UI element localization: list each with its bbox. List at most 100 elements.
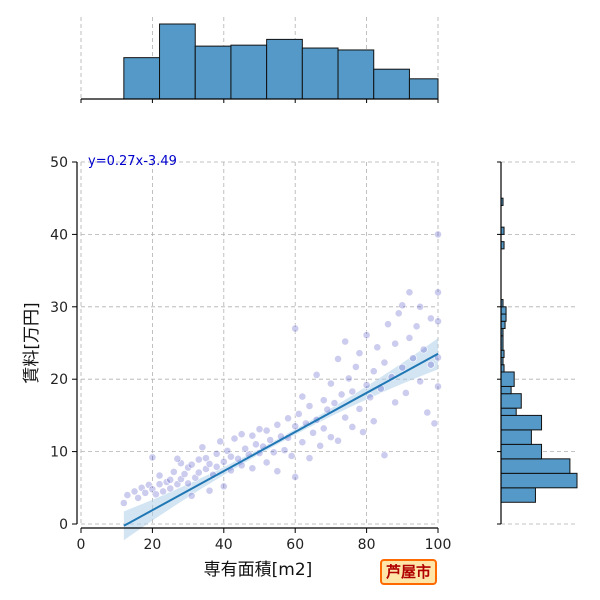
- x-tick-label: 40: [215, 537, 233, 553]
- scatter-point: [205, 460, 214, 468]
- scatter-point: [326, 379, 335, 388]
- scatter-point: [398, 363, 407, 372]
- scatter-point: [173, 454, 182, 463]
- scatter-point: [141, 488, 150, 497]
- y-hist-bar: [500, 313, 507, 322]
- scatter-point: [434, 230, 442, 239]
- scatter-point: [369, 367, 378, 376]
- scatter-point: [287, 452, 296, 460]
- x-hist-bar: [301, 47, 339, 100]
- scatter-point: [148, 453, 157, 462]
- scatter-point: [323, 405, 332, 414]
- scatter-point: [391, 339, 400, 348]
- x-hist-bar: [159, 23, 196, 100]
- scatter-point: [291, 473, 300, 481]
- scatter-point: [219, 457, 228, 466]
- scatter-point: [230, 434, 239, 443]
- scatter-point: [130, 487, 139, 496]
- scatter-point: [198, 443, 207, 452]
- y-tick-label: 50: [50, 155, 68, 171]
- x-tick-label: 80: [358, 537, 376, 553]
- scatter-point: [134, 494, 143, 502]
- scatter-point: [194, 455, 203, 464]
- scatter-point: [305, 454, 314, 463]
- scatter-point: [380, 451, 389, 460]
- scatter-point: [237, 430, 246, 439]
- right-y-histogram: [497, 161, 578, 525]
- regression-line-layer: [123, 352, 439, 527]
- scatter-point: [262, 458, 271, 467]
- scatter-point: [152, 490, 160, 499]
- scatter-point: [359, 428, 367, 436]
- x-tick-label: 0: [77, 537, 86, 553]
- scatter-point: [166, 484, 175, 493]
- y-hist-bar: [500, 487, 536, 503]
- scatter-point: [298, 392, 307, 401]
- axes: 0 20 40 60 80 100 0 10 20 30 40 50: [50, 155, 451, 553]
- y-hist-bar: [500, 371, 515, 387]
- scatter-point: [312, 370, 321, 379]
- scatter-point: [123, 491, 132, 499]
- scatter-point: [337, 390, 346, 399]
- scatter-point: [155, 480, 164, 489]
- regression-equation: y=0.27x-3.49: [88, 154, 177, 169]
- scatter-point: [291, 422, 300, 431]
- scatter-point: [355, 349, 364, 358]
- scatter-point: [348, 423, 357, 431]
- scatter-point: [380, 358, 389, 367]
- scatter-point: [219, 482, 228, 491]
- scatter-point: [255, 425, 264, 434]
- y-tick-label: 30: [50, 300, 68, 316]
- scatter-point: [366, 393, 375, 402]
- scatter-point: [341, 413, 350, 422]
- y-tick-label: 40: [50, 227, 68, 243]
- scatter-point: [155, 471, 164, 480]
- scatter-point: [266, 436, 275, 444]
- y-hist-bar: [500, 458, 571, 474]
- scatter-point: [248, 464, 257, 473]
- scatter-point: [369, 417, 378, 426]
- scatter-point: [355, 404, 364, 413]
- y-tick-label: 0: [59, 517, 68, 533]
- scatter-point: [330, 399, 339, 407]
- y-hist-bar: [500, 414, 543, 431]
- x-hist-bar: [266, 38, 303, 100]
- scatter-point: [298, 438, 307, 447]
- scatter-point: [169, 467, 178, 476]
- scatter-points: [119, 230, 442, 507]
- scatter-point: [362, 331, 371, 339]
- y-hist-bar: [500, 385, 512, 395]
- x-axis-label: 専有面積[m2]: [204, 560, 313, 580]
- scatter-point: [426, 314, 435, 323]
- top-x-histogram: [80, 23, 439, 103]
- scatter-point: [119, 499, 128, 507]
- y-hist-bar: [500, 306, 507, 315]
- y-hist-bar: [500, 393, 522, 409]
- y-hist-bar: [500, 429, 532, 445]
- scatter-point: [426, 360, 435, 369]
- scatter-point: [405, 288, 414, 297]
- scatter-point: [430, 419, 439, 428]
- regression-line: [123, 352, 439, 527]
- x-tick-label: 100: [425, 537, 452, 553]
- scatter-point: [262, 426, 271, 435]
- scatter-point: [252, 440, 260, 449]
- scatter-point: [248, 431, 257, 440]
- scatter-point: [273, 467, 282, 476]
- scatter-point: [187, 460, 196, 469]
- scatter-point: [391, 398, 400, 407]
- scatter-point: [384, 320, 392, 329]
- scatter-point: [194, 468, 203, 477]
- y-axis-label: 賃料[万円]: [22, 302, 42, 383]
- y-hist-bar: [500, 472, 578, 489]
- scatter-point: [348, 387, 357, 396]
- scatter-point: [434, 288, 442, 297]
- y-hist-bar: [500, 443, 543, 460]
- scatter-point: [227, 452, 235, 461]
- x-hist-bar: [408, 78, 439, 100]
- scatter-point: [398, 301, 407, 310]
- y-hist-bar: [500, 407, 517, 416]
- scatter-point: [212, 462, 221, 471]
- scatter-point: [334, 436, 342, 445]
- scatter-point: [269, 448, 278, 457]
